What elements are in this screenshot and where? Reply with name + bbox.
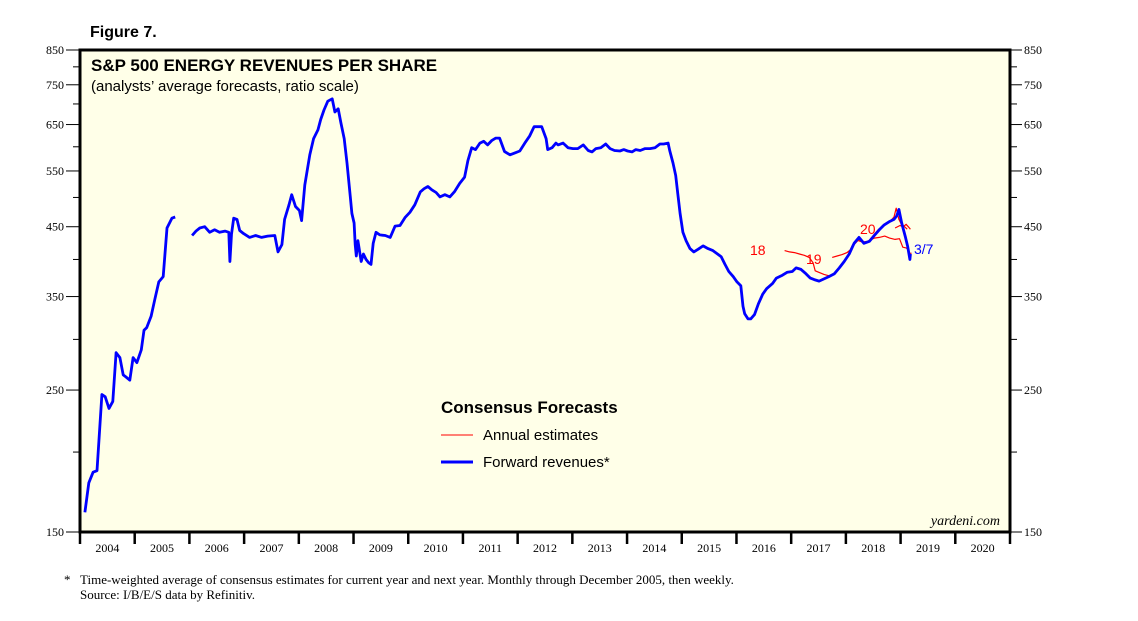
chart-title: S&P 500 ENERGY REVENUES PER SHARE bbox=[91, 56, 437, 75]
series-line-annual-2020 bbox=[894, 223, 911, 230]
x-tick-label: 2012 bbox=[533, 541, 557, 555]
y-tick-label-right: 450 bbox=[1024, 220, 1042, 234]
x-tick-label: 2011 bbox=[479, 541, 503, 555]
y-tick-label-right: 850 bbox=[1024, 43, 1042, 57]
y-axis-right: 150 250 350 450 550 650 750 850 bbox=[1010, 43, 1042, 539]
annotation-latest-date: 3/7 bbox=[914, 241, 934, 257]
y-tick-label-right: 750 bbox=[1024, 78, 1042, 92]
x-tick-label: 2004 bbox=[95, 541, 119, 555]
annotation-20: 20 bbox=[860, 221, 876, 237]
y-tick-label-right: 650 bbox=[1024, 118, 1042, 132]
x-tick-label: 2019 bbox=[916, 541, 940, 555]
x-tick-label: 2006 bbox=[205, 541, 229, 555]
x-tick-label: 2020 bbox=[971, 541, 995, 555]
x-tick-label: 2009 bbox=[369, 541, 393, 555]
y-tick-label-left: 550 bbox=[46, 164, 64, 178]
x-tick-label: 2007 bbox=[259, 541, 283, 555]
legend-label-forward: Forward revenues* bbox=[483, 454, 610, 471]
y-tick-label-left: 650 bbox=[46, 118, 64, 132]
x-tick-label: 2015 bbox=[697, 541, 721, 555]
y-tick-label-left: 850 bbox=[46, 43, 64, 57]
annotation-18: 18 bbox=[750, 242, 766, 258]
x-tick-label: 2013 bbox=[588, 541, 612, 555]
y-tick-label-left: 450 bbox=[46, 220, 64, 234]
plot-frame bbox=[78, 48, 1012, 534]
series-line-annual-2019 bbox=[832, 235, 912, 259]
footnote-line-1: Time-weighted average of consensus estim… bbox=[80, 572, 734, 587]
brand-label: yardeni.com bbox=[929, 514, 1000, 529]
series-line-forward bbox=[191, 97, 912, 321]
x-tick-label: 2010 bbox=[424, 541, 448, 555]
figure-label: Figure 7. bbox=[90, 24, 157, 41]
x-tick-label: 2005 bbox=[150, 541, 174, 555]
x-tick-label: 2017 bbox=[807, 541, 831, 555]
y-tick-label-left: 350 bbox=[46, 290, 64, 304]
y-tick-label-left: 750 bbox=[46, 78, 64, 92]
x-axis: 2004 2005 2006 2007 2008 2009 2010 2011 2012 2013… bbox=[78, 532, 1012, 555]
legend-label-annual: Annual estimates bbox=[483, 427, 598, 444]
series-layer bbox=[83, 97, 912, 513]
y-tick-label-left: 150 bbox=[46, 525, 64, 539]
series-line-forward bbox=[83, 215, 176, 513]
y-tick-label-right: 250 bbox=[1024, 383, 1042, 397]
annotation-19: 19 bbox=[806, 251, 822, 267]
x-tick-label: 2014 bbox=[642, 541, 666, 555]
legend: Consensus Forecasts Annual estimates For… bbox=[441, 398, 618, 471]
y-tick-label-right: 550 bbox=[1024, 164, 1042, 178]
footnote-marker: * bbox=[64, 572, 71, 587]
footnote-source: Source: I/B/E/S data by Refinitiv. bbox=[80, 587, 255, 602]
y-tick-label-right: 150 bbox=[1024, 525, 1042, 539]
chart-subtitle: (analysts’ average forecasts, ratio scal… bbox=[91, 78, 359, 95]
x-tick-label: 2008 bbox=[314, 541, 338, 555]
y-axis-left: 150 250 350 450 550 650 750 850 bbox=[46, 43, 80, 539]
x-tick-label: 2016 bbox=[752, 541, 776, 555]
legend-title: Consensus Forecasts bbox=[441, 398, 618, 417]
plot-area bbox=[80, 50, 1010, 532]
y-tick-label-left: 250 bbox=[46, 383, 64, 397]
x-tick-label: 2018 bbox=[861, 541, 885, 555]
y-tick-label-right: 350 bbox=[1024, 290, 1042, 304]
